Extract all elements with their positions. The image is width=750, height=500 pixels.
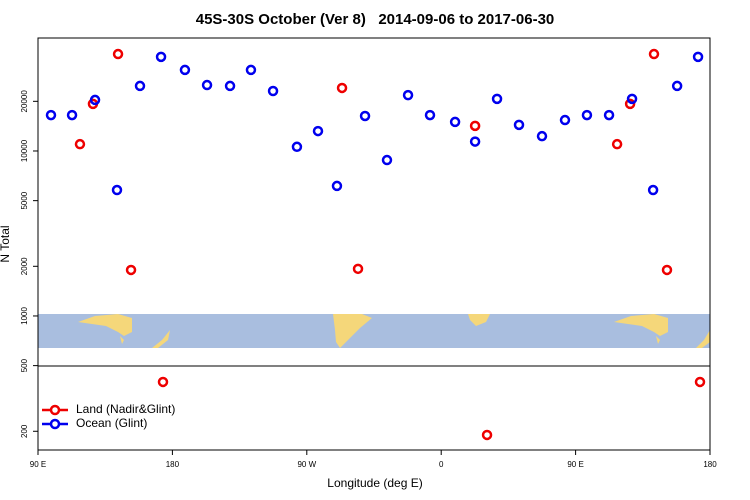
y-tick-label: 10000 (20, 139, 29, 162)
legend: Land (Nadir&Glint)Ocean (Glint) (42, 402, 175, 430)
data-point (661, 264, 673, 276)
data-point (245, 64, 257, 76)
data-point (112, 48, 124, 60)
tasmania-repeat (656, 336, 660, 344)
data-point (74, 138, 86, 150)
data-point (513, 119, 525, 131)
y-tick-label: 20000 (20, 90, 29, 113)
x-tick-label: 180 (703, 460, 717, 469)
data-point (611, 138, 623, 150)
data-point (45, 109, 57, 121)
data-point (694, 376, 706, 388)
y-tick-label: 1000 (20, 307, 29, 325)
australia (78, 314, 132, 336)
data-point (603, 109, 615, 121)
data-point (352, 263, 364, 275)
data-point (469, 120, 481, 132)
data-point (402, 89, 414, 101)
south-america (333, 314, 372, 348)
new-zealand-repeat (696, 330, 710, 348)
data-point (291, 141, 303, 153)
data-point (381, 154, 393, 166)
x-tick-label: 90 W (297, 460, 316, 469)
data-point (449, 116, 461, 128)
data-point (491, 93, 503, 105)
legend-marker (49, 418, 61, 430)
data-point (267, 85, 279, 97)
data-point (155, 51, 167, 63)
data-point (157, 376, 169, 388)
legend-label: Land (Nadir&Glint) (76, 402, 175, 416)
x-tick-label: 0 (439, 460, 444, 469)
y-tick-label: 2000 (20, 257, 29, 275)
legend-label: Ocean (Glint) (76, 416, 147, 430)
ocean-background (38, 314, 710, 348)
data-point (312, 125, 324, 137)
data-point (331, 180, 343, 192)
y-tick-label: 5000 (20, 191, 29, 209)
data-point (647, 184, 659, 196)
data-point (424, 109, 436, 121)
new-zealand (152, 330, 170, 348)
australia-repeat (614, 314, 668, 336)
data-point (469, 136, 481, 147)
y-axis-label: N Total (0, 225, 12, 262)
x-tick-label: 90 E (30, 460, 46, 469)
data-point (536, 130, 548, 142)
data-point (179, 64, 191, 76)
data-point (224, 80, 236, 92)
data-point (89, 94, 101, 106)
x-tick-label: 180 (166, 460, 180, 469)
data-point (201, 79, 213, 91)
data-point (581, 109, 593, 121)
tasmania (120, 336, 124, 344)
data-point (66, 109, 78, 121)
chart-title: 45S-30S October (Ver 8) 2014-09-06 to 20… (196, 11, 555, 28)
data-point (481, 429, 493, 441)
africa (468, 314, 490, 326)
data-point (624, 98, 636, 110)
data-point (671, 80, 683, 92)
data-point (626, 93, 638, 105)
plot-frame (37, 37, 711, 451)
map-strip (38, 314, 710, 348)
data-point (559, 114, 571, 126)
x-tick-label: 90 E (567, 460, 583, 469)
data-point (692, 51, 704, 63)
x-axis-label: Longitude (deg E) (327, 476, 422, 490)
data-point (359, 110, 371, 122)
data-point (134, 80, 146, 92)
y-tick-label: 500 (20, 358, 29, 372)
y-tick-label: 200 (20, 424, 29, 438)
data-point (336, 82, 348, 94)
data-point (111, 184, 123, 196)
data-point (648, 48, 660, 60)
legend-marker (49, 404, 61, 416)
data-point (125, 264, 137, 276)
